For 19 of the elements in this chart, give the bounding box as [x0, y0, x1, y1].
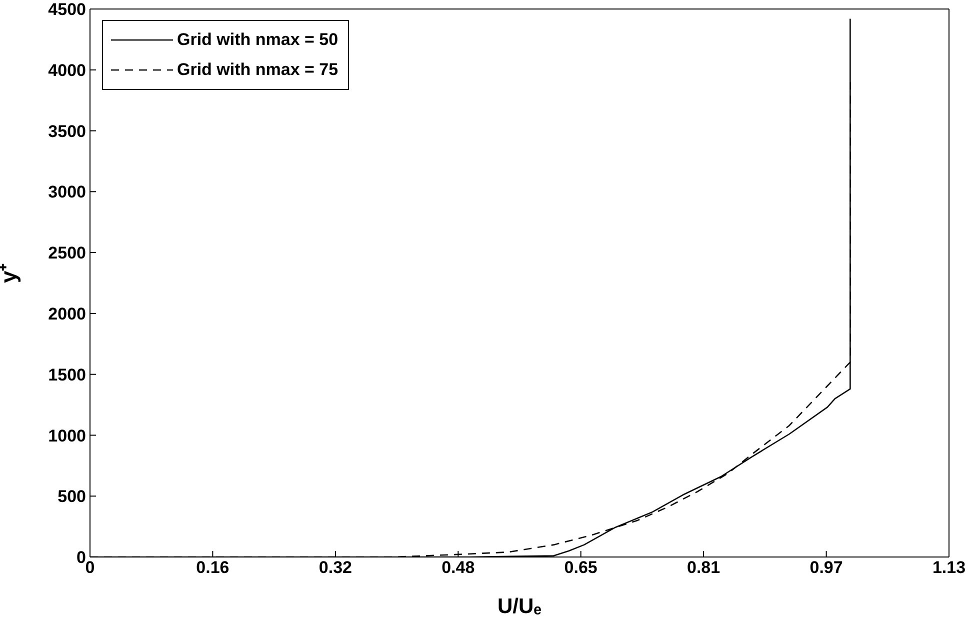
- y-tick-label: 3500: [48, 122, 86, 141]
- y-tick-label: 2000: [48, 304, 86, 324]
- legend-label: Grid with nmax = 75: [177, 60, 338, 80]
- y-tick-label: 500: [58, 487, 86, 506]
- x-tick-label: 0.65: [564, 558, 598, 578]
- y-tick-label: 4000: [48, 60, 86, 80]
- x-tick-label: 0.48: [442, 558, 475, 578]
- y-tick-label: 1500: [48, 365, 86, 384]
- x-tick-label: 0.32: [318, 558, 352, 578]
- x-tick-label: 0.81: [686, 558, 720, 578]
- y-tick-label: 3000: [48, 182, 86, 202]
- x-tick-label: 0.97: [810, 558, 843, 578]
- x-tick-label: 1.13: [932, 558, 966, 578]
- y-tick-label: 4500: [48, 0, 86, 20]
- legend-label: Grid with nmax = 50: [177, 30, 338, 50]
- x-tick-label: 0.16: [196, 558, 230, 578]
- y-tick-label: 1000: [48, 426, 86, 446]
- y-tick-label: 2500: [48, 244, 86, 263]
- x-axis-title: U/Uₑ: [497, 595, 542, 618]
